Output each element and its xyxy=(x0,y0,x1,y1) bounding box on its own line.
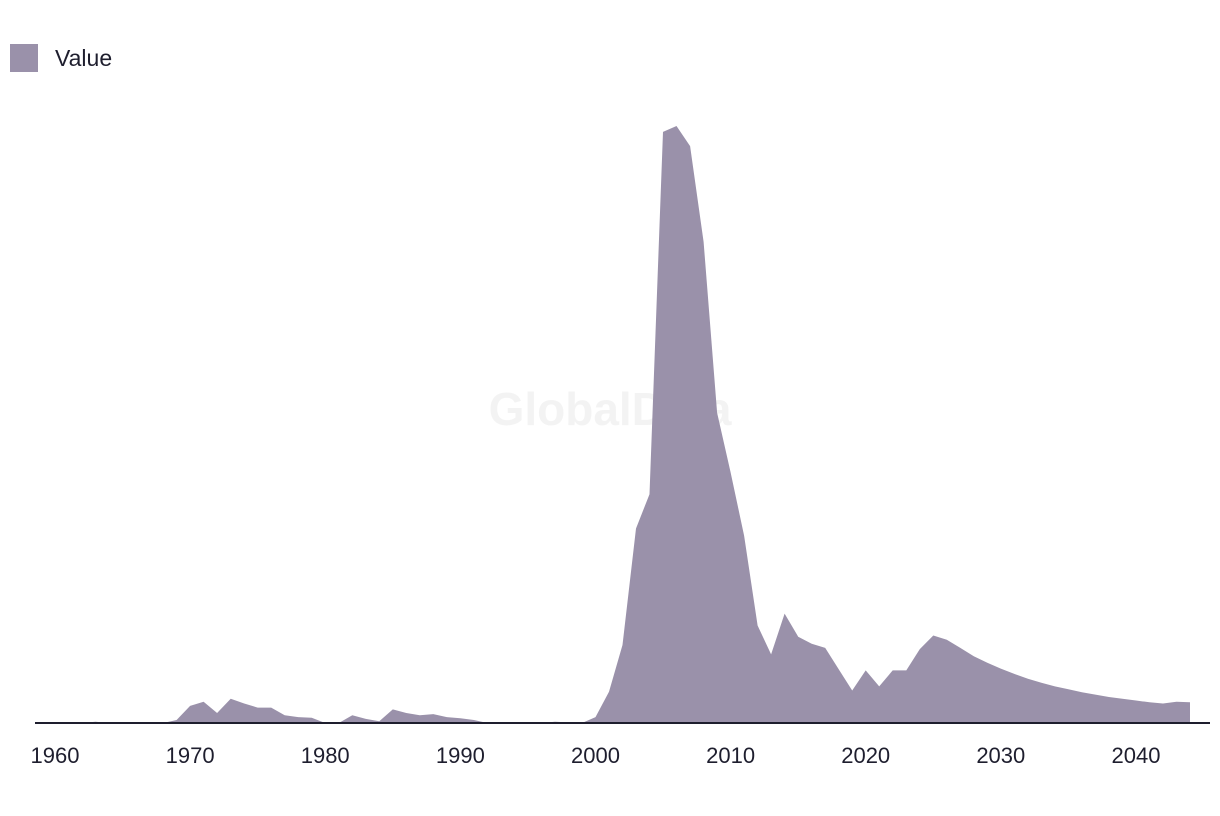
legend-label: Value xyxy=(55,44,113,71)
x-tick-label: 2040 xyxy=(1112,743,1161,768)
x-tick-label: 2020 xyxy=(841,743,890,768)
x-tick-label: 1960 xyxy=(31,743,80,768)
legend-swatch xyxy=(10,44,38,72)
x-tick-label: 2030 xyxy=(976,743,1025,768)
x-tick-label: 1990 xyxy=(436,743,485,768)
x-tick-label: 2010 xyxy=(706,743,755,768)
x-tick-label: 1980 xyxy=(301,743,350,768)
x-tick-label: 2000 xyxy=(571,743,620,768)
legend: Value xyxy=(10,44,112,72)
x-tick-label: 1970 xyxy=(166,743,215,768)
